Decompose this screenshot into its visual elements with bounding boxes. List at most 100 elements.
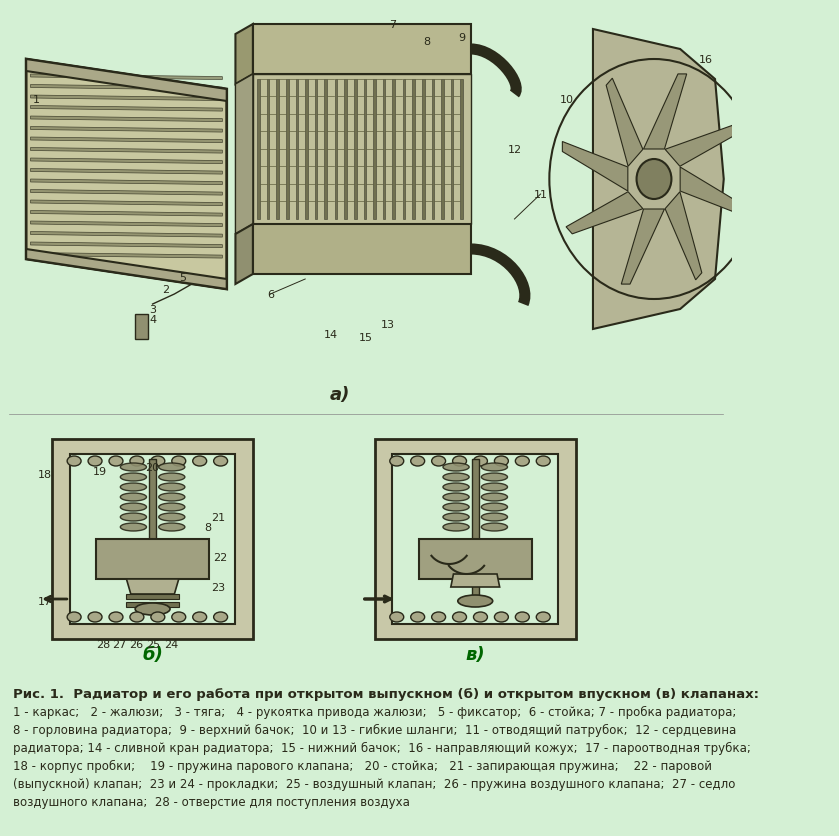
Ellipse shape (443, 473, 469, 482)
Ellipse shape (120, 473, 147, 482)
Polygon shape (26, 250, 227, 289)
Ellipse shape (120, 493, 147, 502)
Bar (286, 80, 289, 220)
Bar (393, 80, 395, 220)
Bar (127, 602, 179, 607)
Polygon shape (30, 253, 222, 259)
Text: 10: 10 (560, 95, 574, 104)
Polygon shape (665, 125, 742, 167)
Ellipse shape (172, 612, 185, 622)
Ellipse shape (482, 473, 508, 482)
Bar (354, 80, 357, 220)
Ellipse shape (130, 456, 143, 466)
Text: 24: 24 (164, 640, 178, 650)
Ellipse shape (458, 595, 492, 607)
Ellipse shape (120, 483, 147, 492)
Text: 8 - горловина радиатора;  9 - верхний бачок;  10 и 13 - гибкие шланги;  11 - отв: 8 - горловина радиатора; 9 - верхний бач… (13, 723, 737, 737)
Text: 1 - каркас;   2 - жалюзи;   3 - тяга;   4 - рукоятка привода жалюзи;   5 - фикса: 1 - каркас; 2 - жалюзи; 3 - тяга; 4 - ру… (13, 705, 737, 718)
Bar (472, 460, 479, 599)
Polygon shape (30, 75, 222, 80)
Bar (373, 80, 376, 220)
Ellipse shape (443, 493, 469, 502)
Polygon shape (236, 25, 253, 85)
Ellipse shape (482, 513, 508, 522)
Text: 4: 4 (149, 314, 156, 324)
Text: 19: 19 (93, 466, 107, 477)
Polygon shape (30, 242, 222, 248)
Text: 26: 26 (129, 640, 143, 650)
Bar (253, 75, 471, 225)
Ellipse shape (443, 463, 469, 472)
Polygon shape (30, 96, 222, 101)
Ellipse shape (120, 513, 147, 522)
Polygon shape (30, 138, 222, 144)
Polygon shape (30, 148, 222, 154)
Ellipse shape (109, 612, 123, 622)
Text: 8: 8 (204, 522, 211, 533)
Text: 9: 9 (459, 33, 466, 43)
Bar (345, 80, 347, 220)
Ellipse shape (120, 463, 147, 472)
Text: 8: 8 (424, 37, 431, 47)
Ellipse shape (482, 493, 508, 502)
Text: в): в) (466, 645, 485, 663)
Polygon shape (26, 60, 227, 102)
Ellipse shape (536, 456, 550, 466)
Ellipse shape (473, 456, 487, 466)
Ellipse shape (443, 483, 469, 492)
Ellipse shape (120, 523, 147, 532)
Ellipse shape (159, 493, 185, 502)
Ellipse shape (159, 463, 185, 472)
Polygon shape (562, 142, 628, 191)
Ellipse shape (67, 456, 81, 466)
Text: 7: 7 (388, 20, 396, 30)
Bar (335, 80, 337, 220)
Ellipse shape (536, 612, 550, 622)
Ellipse shape (390, 456, 404, 466)
Ellipse shape (159, 503, 185, 512)
Ellipse shape (473, 612, 487, 622)
Polygon shape (30, 212, 222, 217)
Ellipse shape (159, 523, 185, 532)
Ellipse shape (494, 612, 508, 622)
Polygon shape (30, 201, 222, 206)
Polygon shape (30, 106, 222, 112)
Polygon shape (236, 75, 253, 235)
Ellipse shape (482, 503, 508, 512)
Bar (383, 80, 385, 220)
Circle shape (637, 160, 671, 200)
Polygon shape (622, 210, 664, 285)
Ellipse shape (193, 456, 206, 466)
Ellipse shape (482, 523, 508, 532)
Text: 13: 13 (381, 319, 395, 329)
Bar (451, 80, 453, 220)
Text: а): а) (330, 385, 350, 404)
Bar (149, 460, 156, 599)
Polygon shape (96, 539, 209, 579)
Ellipse shape (159, 483, 185, 492)
Polygon shape (419, 539, 532, 579)
Text: радиатора; 14 - сливной кран радиатора;  15 - нижний бачок;  16 - направляющий к: радиатора; 14 - сливной кран радиатора; … (13, 741, 751, 754)
Bar (135, 314, 149, 339)
Polygon shape (26, 60, 227, 289)
Ellipse shape (151, 456, 164, 466)
Bar (441, 80, 444, 220)
Polygon shape (665, 192, 702, 281)
Polygon shape (30, 85, 222, 91)
Polygon shape (606, 79, 643, 167)
Polygon shape (30, 170, 222, 175)
Ellipse shape (443, 523, 469, 532)
Text: 3: 3 (149, 304, 156, 314)
Ellipse shape (452, 612, 466, 622)
Text: 15: 15 (359, 333, 373, 343)
Text: 12: 12 (508, 145, 522, 155)
Polygon shape (52, 440, 253, 640)
Text: 1: 1 (33, 95, 40, 104)
Text: 16: 16 (700, 55, 713, 65)
Ellipse shape (494, 456, 508, 466)
Polygon shape (30, 180, 222, 186)
Text: 28: 28 (96, 640, 110, 650)
Ellipse shape (482, 463, 508, 472)
Polygon shape (253, 25, 471, 75)
Polygon shape (30, 159, 222, 165)
